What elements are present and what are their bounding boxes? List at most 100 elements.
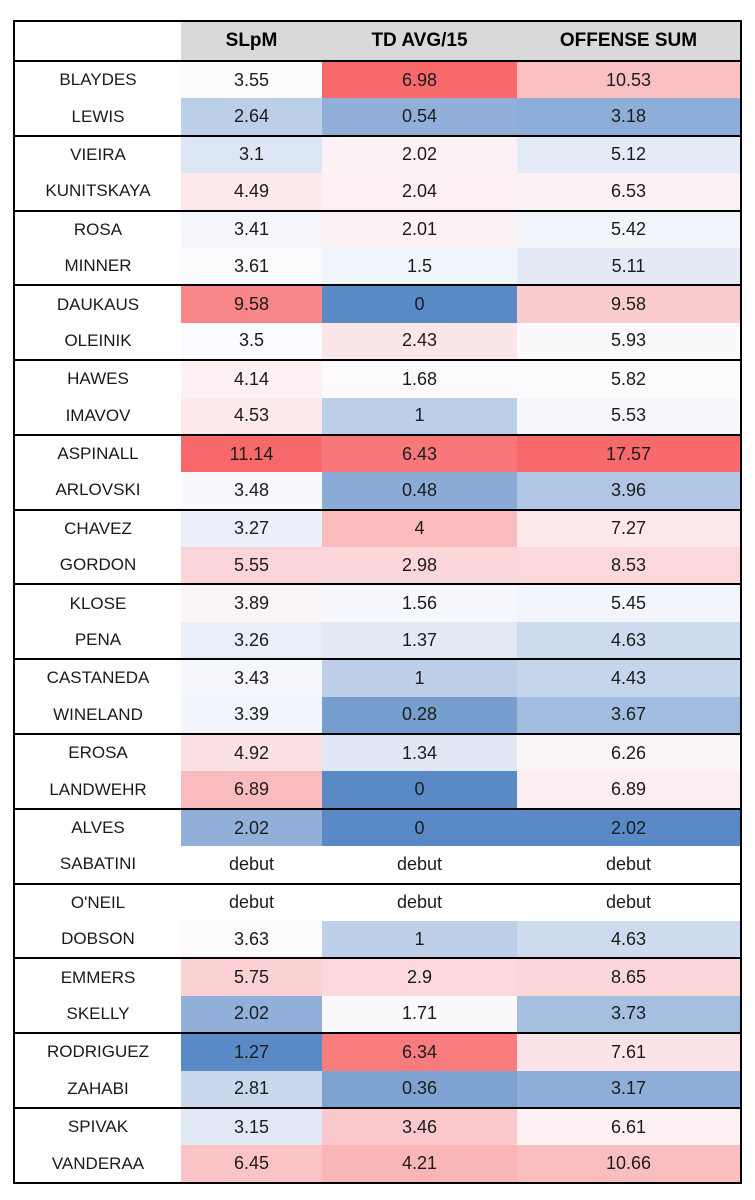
stat-cell: 9.58 <box>517 286 740 323</box>
stat-cell: 4.92 <box>181 735 322 772</box>
stat-cell: 6.53 <box>517 173 740 210</box>
stat-cell: 4.53 <box>181 397 322 434</box>
stat-cell: 1.71 <box>322 995 517 1033</box>
stat-cell: 4.21 <box>322 1145 517 1182</box>
stat-cell: 0.28 <box>322 696 517 734</box>
stat-cell: 2.02 <box>181 809 322 847</box>
fighter-name: ASPINALL <box>15 435 181 473</box>
stat-cell: 0 <box>322 286 517 323</box>
stat-cell: 0 <box>322 809 517 847</box>
fighter-row: O'NEIL debut debut debut <box>15 884 740 921</box>
fighter-row: DAUKAUS 9.58 0 9.58 <box>15 286 740 323</box>
stat-cell: 6.89 <box>181 771 322 808</box>
stat-cell: 4.14 <box>181 361 322 398</box>
stat-cell: 5.82 <box>517 361 740 398</box>
stat-cell: 1.37 <box>322 621 517 659</box>
stat-cell: 3.89 <box>181 585 322 622</box>
fighter-name: SKELLY <box>15 995 181 1033</box>
stat-cell: debut <box>322 884 517 921</box>
stat-cell: 3.55 <box>181 62 322 99</box>
stat-cell: 17.57 <box>517 435 740 473</box>
fighter-name: ARLOVSKI <box>15 472 181 509</box>
stat-cell: 6.98 <box>322 62 517 99</box>
stat-cell: 2.02 <box>322 136 517 174</box>
stat-cell: debut <box>181 884 322 921</box>
fighter-row: MINNER 3.61 1.5 5.11 <box>15 247 740 287</box>
stat-cell: 1.56 <box>322 585 517 622</box>
stat-cell: 5.75 <box>181 959 322 996</box>
stat-cell: 3.18 <box>517 98 740 135</box>
header-offense-sum: OFFENSE SUM <box>559 30 698 51</box>
fighter-row: CHAVEZ 3.27 4 7.27 <box>15 510 740 548</box>
fighter-name: GORDON <box>15 547 181 584</box>
fighter-name: DOBSON <box>15 920 181 958</box>
stat-cell: 3.61 <box>181 247 322 285</box>
stat-cell: 1.5 <box>322 247 517 285</box>
stat-cell: 3.43 <box>181 660 322 697</box>
stat-cell: 0.54 <box>322 98 517 135</box>
fighter-row: SABATINI debut debut debut <box>15 846 740 885</box>
fighter-row: CASTANEDA 3.43 1 4.43 <box>15 660 740 697</box>
stat-cell: 7.27 <box>517 510 740 548</box>
fighter-row: VANDERAA 6.45 4.21 10.66 <box>15 1145 740 1182</box>
fighter-name: CHAVEZ <box>15 510 181 548</box>
header-slpm: SLpM <box>225 30 278 51</box>
stat-cell: 6.61 <box>517 1108 740 1146</box>
stat-cell: 1 <box>322 660 517 697</box>
fighter-name: MINNER <box>15 247 181 285</box>
fighter-row: VIEIRA 3.1 2.02 5.12 <box>15 136 740 174</box>
header-fighter-column <box>15 22 181 60</box>
stat-cell: 5.93 <box>517 322 740 360</box>
stat-cell: 2.04 <box>322 173 517 210</box>
stat-cell: 6.43 <box>322 435 517 473</box>
fighter-row: LEWIS 2.64 0.54 3.18 <box>15 98 740 137</box>
stat-cell: 7.61 <box>517 1034 740 1071</box>
stat-cell: 2.9 <box>322 959 517 996</box>
stat-cell: 6.34 <box>322 1034 517 1071</box>
stat-cell: 1 <box>322 920 517 958</box>
table-body: BLAYDES 3.55 6.98 10.53 LEWIS 2.64 0.54 3.18 VIE… <box>15 62 740 1182</box>
fighter-row: ZAHABI 2.81 0.36 3.17 <box>15 1070 740 1109</box>
stat-cell: 4.63 <box>517 621 740 659</box>
stat-cell: debut <box>181 846 322 883</box>
stat-cell: 1.34 <box>322 735 517 772</box>
fighter-row: BLAYDES 3.55 6.98 10.53 <box>15 62 740 99</box>
stat-cell: 3.39 <box>181 696 322 734</box>
stat-cell: 2.02 <box>517 809 740 847</box>
stat-cell: 4 <box>322 510 517 548</box>
stat-cell: debut <box>517 884 740 921</box>
fighter-row: LANDWEHR 6.89 0 6.89 <box>15 771 740 810</box>
fighter-name: EROSA <box>15 735 181 772</box>
fighter-row: ALVES 2.02 0 2.02 <box>15 809 740 847</box>
stat-cell: 3.17 <box>517 1070 740 1107</box>
fighter-name: LANDWEHR <box>15 771 181 808</box>
fighter-name: VIEIRA <box>15 136 181 174</box>
stat-cell: 3.67 <box>517 696 740 734</box>
fighter-row: HAWES 4.14 1.68 5.82 <box>15 361 740 398</box>
fighter-row: SKELLY 2.02 1.71 3.73 <box>15 995 740 1035</box>
fighter-name: KUNITSKAYA <box>15 173 181 210</box>
stat-cell: 3.48 <box>181 472 322 509</box>
stat-cell: 5.11 <box>517 247 740 285</box>
stat-cell: 6.26 <box>517 735 740 772</box>
stat-cell: 0 <box>322 771 517 808</box>
fighter-stats-table: SLpM TD AVG/15 OFFENSE SUM BLAYDES 3.55 6.… <box>13 20 742 1184</box>
stat-cell: 2.98 <box>322 547 517 584</box>
stat-cell: 3.5 <box>181 322 322 360</box>
stat-cell: debut <box>517 846 740 883</box>
stat-cell: 2.01 <box>322 211 517 248</box>
stat-cell: 10.53 <box>517 62 740 99</box>
fighter-name: WINELAND <box>15 696 181 734</box>
fighter-name: CASTANEDA <box>15 660 181 697</box>
fighter-row: IMAVOV 4.53 1 5.53 <box>15 397 740 436</box>
fighter-row: EROSA 4.92 1.34 6.26 <box>15 735 740 772</box>
stat-cell: 6.89 <box>517 771 740 808</box>
stat-cell: 2.02 <box>181 995 322 1033</box>
fighter-name: ZAHABI <box>15 1070 181 1107</box>
stat-cell: 10.66 <box>517 1145 740 1182</box>
fighter-row: RODRIGUEZ 1.27 6.34 7.61 <box>15 1034 740 1071</box>
stat-cell: 3.27 <box>181 510 322 548</box>
fighter-row: PENA 3.26 1.37 4.63 <box>15 621 740 661</box>
stat-cell: 3.26 <box>181 621 322 659</box>
fighter-name: BLAYDES <box>15 62 181 99</box>
